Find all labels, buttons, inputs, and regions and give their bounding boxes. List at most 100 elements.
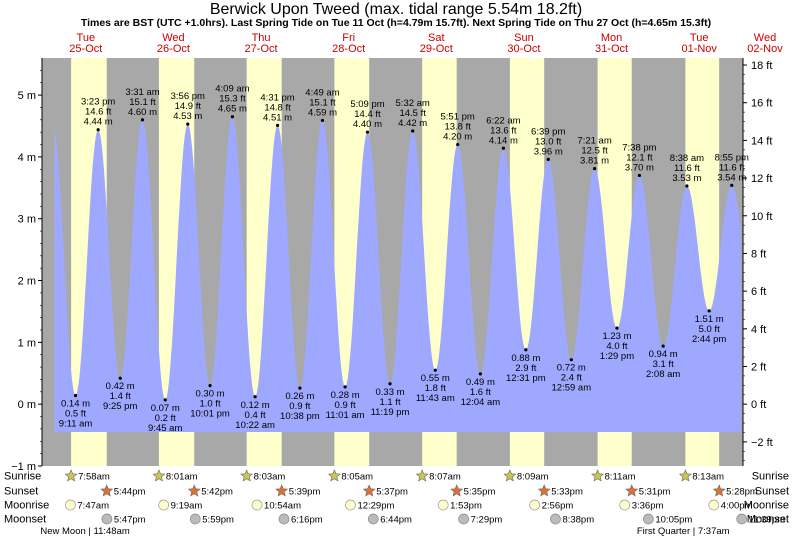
moonset-icon [278,513,290,525]
tide-height-m: 0.14 m [61,399,90,410]
left-tick-label: 2 m [18,276,36,288]
tide-time: 11:43 am [416,393,455,404]
tide-time: 4:09 am [215,84,249,95]
moonrise-time: 3:36pm [632,501,664,512]
row-label-right: Moonrise [744,500,789,512]
tide-marker [163,398,167,402]
left-tick-label: 5 m [18,90,36,102]
tide-time: 12:04 am [461,397,501,408]
row-label-right: Sunrise [752,471,789,483]
sunset-time: 5:28pm [726,487,758,498]
tide-marker [320,118,325,123]
tide-height-m: 0.07 m [151,403,180,414]
right-tick-label: 6 ft [751,286,766,298]
sunset-icon [187,484,201,497]
tide-height-m: 0.28 m [331,390,360,401]
moonset-time: 11:39pm [749,515,785,526]
sunrise-icon [591,469,605,482]
right-tick-label: 16 ft [751,98,772,110]
left-tick-label: −1 m [11,461,36,473]
day-name: Tue [77,32,96,44]
tide-marker [524,348,528,352]
tide-height-ft: 0.2 ft [155,413,176,424]
right-tick-label: 4 ft [751,324,766,336]
tide-height-ft: 11.6 ft [674,163,700,174]
tide-height-m: 3.53 m [672,173,701,184]
sunrise-icon [678,469,692,482]
left-tick-label: 0 m [18,399,36,411]
day-name: Wed [754,32,776,44]
moon-phase-label: First Quarter | 7:37am [637,526,730,537]
tide-marker [411,129,415,133]
moonrise-icon [437,499,449,511]
moonset-time: 10:05pm [655,515,692,526]
sunrise-time: 8:01am [166,472,198,483]
tide-time: 9:11 am [59,419,93,430]
tide-height-ft: 0.5 ft [65,409,86,420]
tide-marker [253,395,257,399]
tide-height-ft: 0.9 ft [335,400,356,411]
sunset-time: 5:37pm [376,487,408,498]
right-tick-label: −2 ft [751,437,773,449]
tide-height-m: 4.60 m [128,107,157,118]
left-tick-label: 1 m [18,337,36,349]
sunset-icon [362,484,376,497]
sunrise-time: 8:05am [341,472,373,483]
tide-height-m: 4.65 m [218,104,247,115]
tide-height-ft: 1.6 ft [470,387,491,398]
tide-height-ft: 13.8 ft [444,122,471,133]
tide-marker [343,385,347,389]
moonrise-icon [251,499,263,511]
tide-marker [685,184,689,188]
tide-height-ft: 15.1 ft [309,97,336,108]
day-name: Tue [690,32,709,44]
moonrise-icon [619,499,631,511]
sunrise-time: 8:09am [517,472,549,483]
tide-time: 1:29 pm [600,351,634,362]
day-name: Mon [601,32,622,44]
tide-marker [615,326,619,330]
tide-height-m: 4.14 m [489,135,518,146]
tide-height-ft: 0.4 ft [245,410,266,421]
day-headers: Tue25-OctWed26-OctThu27-OctFri28-OctSat2… [69,32,783,55]
tide-height-ft: 14.6 ft [85,107,112,118]
moon-phase-label: New Moon | 11:48am [40,526,130,537]
row-label-left: Moonrise [4,500,49,512]
sunrise-icon [152,469,166,482]
tide-marker [456,142,460,147]
sunset-icon [537,484,551,497]
right-tick-label: 12 ft [751,173,772,185]
tide-height-m: 0.30 m [195,389,224,400]
tide-height-ft: 3.1 ft [653,359,674,370]
tide-height-m: 0.94 m [649,349,678,360]
tide-marker [546,157,550,161]
tide-height-m: 0.55 m [421,373,450,384]
moonrise-icon [65,499,76,511]
tide-height-m: 0.72 m [557,363,586,374]
tide-height-ft: 15.3 ft [219,94,246,105]
tide-marker [637,173,642,178]
moonset-icon [458,513,469,525]
moonset-icon [367,513,379,525]
tide-height-ft: 2.4 ft [561,373,582,384]
row-label-left: Sunrise [4,471,41,483]
right-tick-label: 2 ft [751,361,766,373]
sunset-time: 5:31pm [639,487,671,498]
day-date: 30-Oct [507,43,540,55]
moonrise-time: 10:54am [264,501,301,512]
tide-marker [569,358,573,362]
sunrise-icon [503,469,517,482]
tide-height-ft: 13.0 ft [535,136,562,147]
moonset-time: 6:44pm [380,515,412,526]
tide-height-ft: 15.1 ft [129,97,156,108]
tide-height-ft: 12.1 ft [626,152,653,163]
tide-marker [186,122,190,126]
moonset-time: 6:16pm [291,515,323,526]
tide-height-ft: 5.0 ft [699,324,720,335]
tide-time: 3:31 am [125,87,159,98]
tide-height-m: 4.44 m [84,117,113,128]
day-date: 29-Oct [420,43,453,55]
tide-height-m: 4.53 m [173,111,202,122]
